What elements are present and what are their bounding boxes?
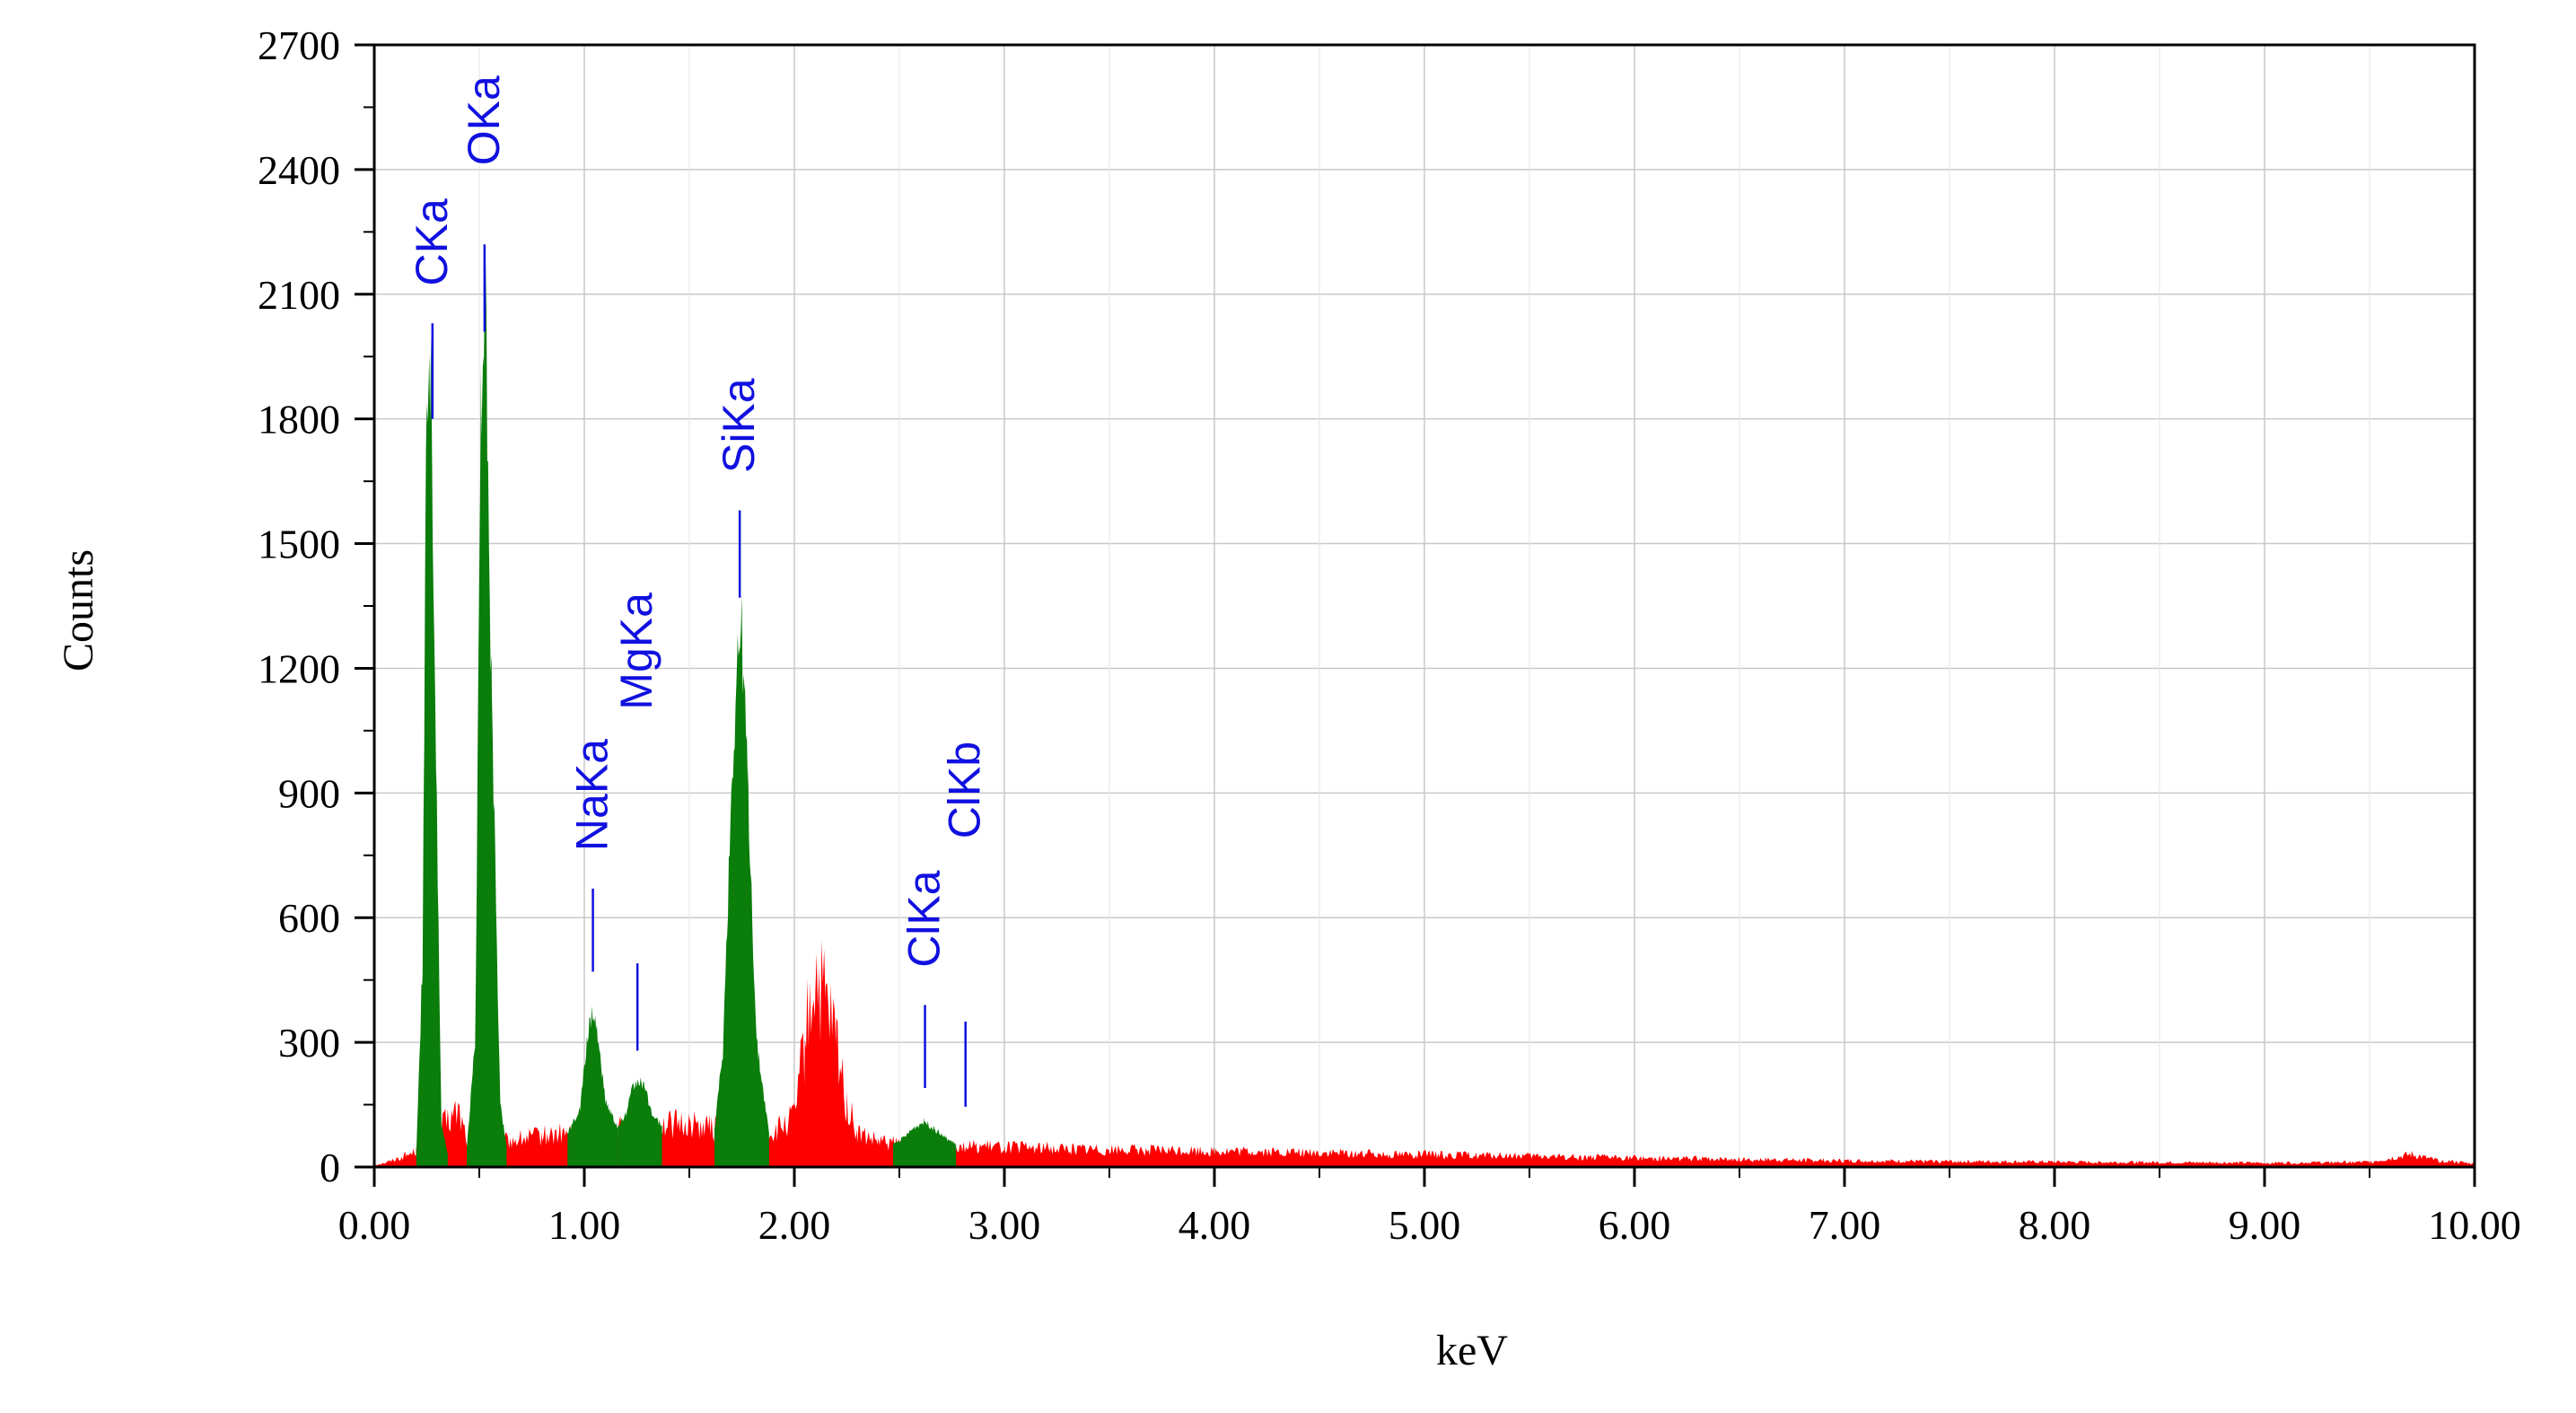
x-tick-label: 6.00 bbox=[1599, 1202, 1671, 1248]
x-tick-label: 0.00 bbox=[338, 1202, 411, 1248]
series-area-sika bbox=[714, 593, 769, 1167]
peak-label-naka: NaKa bbox=[567, 739, 618, 851]
x-tick-label: 9.00 bbox=[2229, 1202, 2301, 1248]
y-tick-label: 1500 bbox=[258, 522, 340, 567]
series-area-mgka bbox=[618, 1077, 662, 1167]
x-tick-labels: 0.00 1.00 2.00 3.00 4.00 5.00 6.00 7.00 8.00 9.00… bbox=[338, 1202, 2521, 1248]
y-tick-labels: 0 300 600 900 1200 1500 1800 2100 2400 2700 bbox=[258, 22, 340, 1190]
x-tick-label: 2.00 bbox=[758, 1202, 831, 1248]
y-tick-label: 2700 bbox=[258, 22, 340, 68]
peak-label-cka: CKa bbox=[407, 198, 457, 285]
peak-markers bbox=[431, 244, 967, 1107]
x-tick-label: 8.00 bbox=[2019, 1202, 2091, 1248]
y-tick-label: 600 bbox=[278, 895, 340, 941]
series-area-clka bbox=[893, 1118, 957, 1167]
x-tick-label: 4.00 bbox=[1178, 1202, 1251, 1248]
y-tick-label: 2100 bbox=[258, 272, 340, 318]
y-axis-title: Counts bbox=[55, 549, 102, 671]
spectrum-area bbox=[374, 258, 2475, 1167]
peak-label-mgka: MgKa bbox=[611, 592, 662, 710]
axes bbox=[355, 43, 2476, 1187]
peak-label-clkb: ClKb bbox=[940, 742, 990, 838]
x-tick-label: 7.00 bbox=[1809, 1202, 1881, 1248]
x-tick-label: 1.00 bbox=[548, 1202, 621, 1248]
y-tick-label: 1200 bbox=[258, 645, 340, 691]
x-tick-label: 5.00 bbox=[1389, 1202, 1461, 1248]
y-tick-label: 300 bbox=[278, 1020, 340, 1066]
x-tick-label: 10.00 bbox=[2428, 1202, 2521, 1248]
y-tick-label: 900 bbox=[278, 770, 340, 816]
grid bbox=[373, 44, 2475, 1168]
y-tick-label: 0 bbox=[320, 1145, 340, 1190]
peak-label-clka: ClKa bbox=[899, 870, 950, 968]
x-axis-title: keV bbox=[1436, 1327, 1508, 1374]
peak-label-oka: OKa bbox=[459, 75, 509, 165]
y-tick-label: 1800 bbox=[258, 397, 340, 443]
y-tick-label: 2400 bbox=[258, 147, 340, 193]
peak-label-sika: SiKa bbox=[714, 378, 764, 473]
series-area-oka bbox=[467, 258, 507, 1167]
x-tick-label: 3.00 bbox=[968, 1202, 1041, 1248]
series-area-cka bbox=[416, 336, 448, 1167]
series-area-naka bbox=[567, 1005, 618, 1167]
